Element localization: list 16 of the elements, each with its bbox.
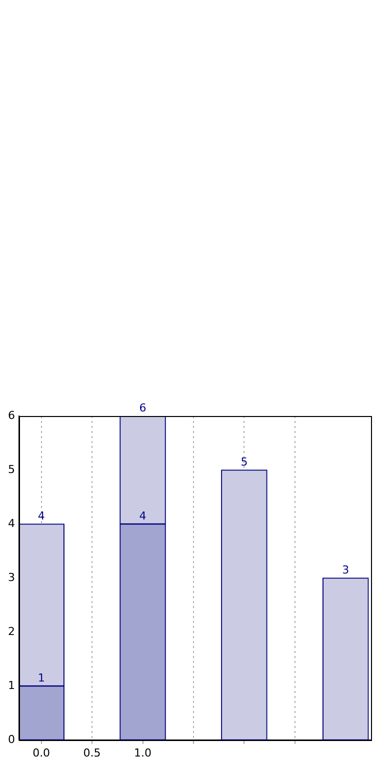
y-tick-label: 6 [8, 408, 15, 422]
y-tick-label: 4 [8, 516, 15, 530]
y-tick-label: 2 [8, 624, 15, 638]
total-label: 6 [139, 401, 146, 414]
y-tick-label: 5 [8, 462, 15, 476]
total-label: 3 [342, 563, 350, 576]
total-label: 4 [38, 509, 45, 522]
data-label: 4 [139, 509, 146, 522]
data-label: 1 [38, 671, 45, 684]
x-tick-label: 0.5 [83, 746, 101, 760]
y-tick-label: 1 [8, 678, 15, 692]
y-tick-label: 0 [8, 732, 15, 746]
x-tick-label: 1.0 [134, 746, 152, 760]
x-tick-label: 0.0 [32, 746, 50, 760]
y-tick-label: 3 [8, 570, 15, 584]
total-label: 5 [240, 455, 248, 468]
